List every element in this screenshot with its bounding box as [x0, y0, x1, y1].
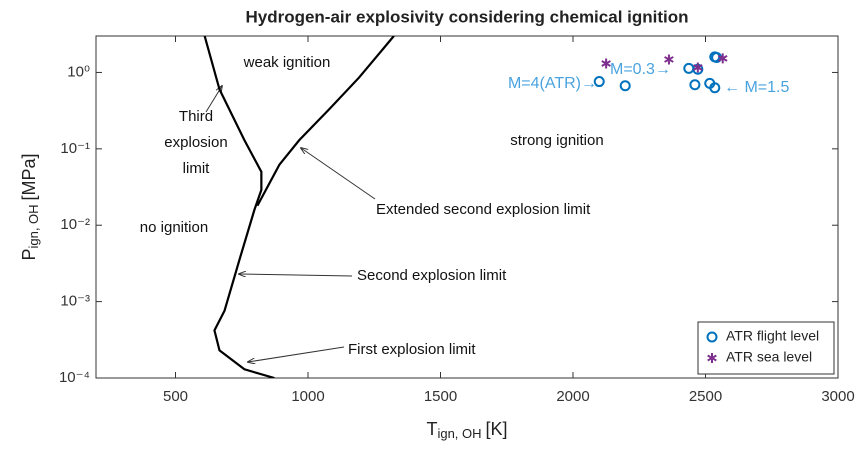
marker-circle	[619, 80, 631, 92]
x-tick-label: 2000	[556, 388, 589, 405]
annotation: strong ignition	[510, 132, 603, 149]
curve	[203, 36, 275, 378]
marker-circle	[689, 79, 701, 91]
marker-circle	[709, 82, 721, 94]
x-tick-label: 2500	[689, 388, 722, 405]
y-tick-label: 10⁻⁴	[59, 369, 90, 386]
marker-star	[664, 54, 674, 65]
y-axis-label: Pign, OH[MPa]	[19, 153, 42, 260]
marker-circle	[593, 76, 605, 88]
legend: ATR flight level ATR sea level	[697, 321, 835, 375]
annotation: no ignition	[140, 219, 208, 236]
annotation: M=0.3→	[610, 61, 671, 78]
legend-marker	[707, 353, 717, 363]
x-tick-label: 500	[163, 388, 188, 405]
arrow	[248, 346, 345, 362]
annotation: First explosion limit	[348, 341, 476, 358]
marker-star	[692, 62, 703, 73]
y-tick-label: 10⁻¹	[60, 140, 90, 157]
annotation: ← M=1.5	[724, 79, 789, 96]
annotation: Third	[179, 108, 213, 125]
x-tick-label: 1000	[291, 388, 324, 405]
chart-title: Hydrogen-air explosivity considering che…	[245, 7, 688, 26]
x-tick-label: 1500	[424, 388, 457, 405]
y-tick-label: 10⁻²	[60, 216, 90, 233]
annotation: limit	[183, 160, 210, 177]
arrow	[239, 274, 353, 276]
annotation: Extended second explosion limit	[376, 201, 591, 218]
legend-label: ATR flight level	[726, 328, 819, 344]
marker-star	[601, 58, 611, 69]
legend-label: ATR sea level	[726, 349, 812, 365]
x-tick-label: 3000	[821, 388, 854, 405]
annotation: M=4(ATR)→	[508, 75, 597, 92]
arrow	[301, 148, 376, 200]
curve	[256, 36, 395, 207]
y-tick-label: 10⁰	[67, 63, 90, 80]
y-tick-label: 10⁻³	[60, 293, 90, 310]
annotation: Second explosion limit	[357, 267, 507, 284]
x-axis-label: Tign, OH [K]	[426, 419, 507, 442]
legend-box	[697, 321, 835, 375]
annotation: explosion	[164, 134, 227, 151]
legend-marker	[706, 331, 718, 343]
annotation: weak ignition	[243, 54, 331, 71]
marker-star	[717, 53, 728, 64]
